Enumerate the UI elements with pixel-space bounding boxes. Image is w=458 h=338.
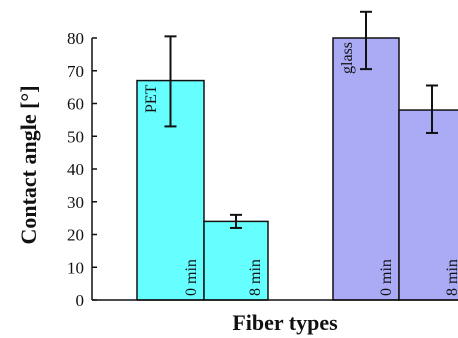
y-axis-ticks: 0 10 20 30 40 50 60 70 80 bbox=[67, 29, 97, 310]
bar-group-label: glass bbox=[339, 42, 356, 74]
y-tick-label: 60 bbox=[67, 95, 84, 114]
bar-labels: 0 min 8 min 0 min 8 min PET glass bbox=[143, 42, 458, 296]
bar-condition-label: 8 min bbox=[247, 259, 264, 296]
error-bar bbox=[426, 84, 438, 134]
bar-condition-label: 0 min bbox=[183, 259, 200, 296]
y-tick-label: 20 bbox=[67, 226, 84, 245]
error-bar bbox=[360, 10, 372, 71]
y-tick-label: 40 bbox=[67, 160, 84, 179]
error-bar bbox=[230, 213, 242, 229]
y-tick-label: 0 bbox=[76, 291, 85, 310]
y-tick-label: 50 bbox=[67, 127, 84, 146]
bar-pet-8min bbox=[203, 220, 269, 301]
bar-group-label: PET bbox=[143, 84, 160, 113]
bar-glass-8min bbox=[398, 109, 458, 301]
bar-condition-label: 8 min bbox=[444, 259, 458, 296]
y-tick-label: 30 bbox=[67, 193, 84, 212]
x-axis-title: Fiber types bbox=[232, 310, 338, 335]
y-tick-label: 70 bbox=[67, 62, 84, 81]
bars bbox=[136, 37, 458, 301]
error-bar bbox=[164, 35, 177, 128]
error-bars bbox=[164, 10, 438, 229]
bar-condition-label: 0 min bbox=[378, 259, 395, 296]
y-tick-label: 10 bbox=[67, 258, 84, 277]
y-axis-title: Contact angle [°] bbox=[16, 85, 41, 244]
y-tick-label: 80 bbox=[67, 29, 84, 48]
